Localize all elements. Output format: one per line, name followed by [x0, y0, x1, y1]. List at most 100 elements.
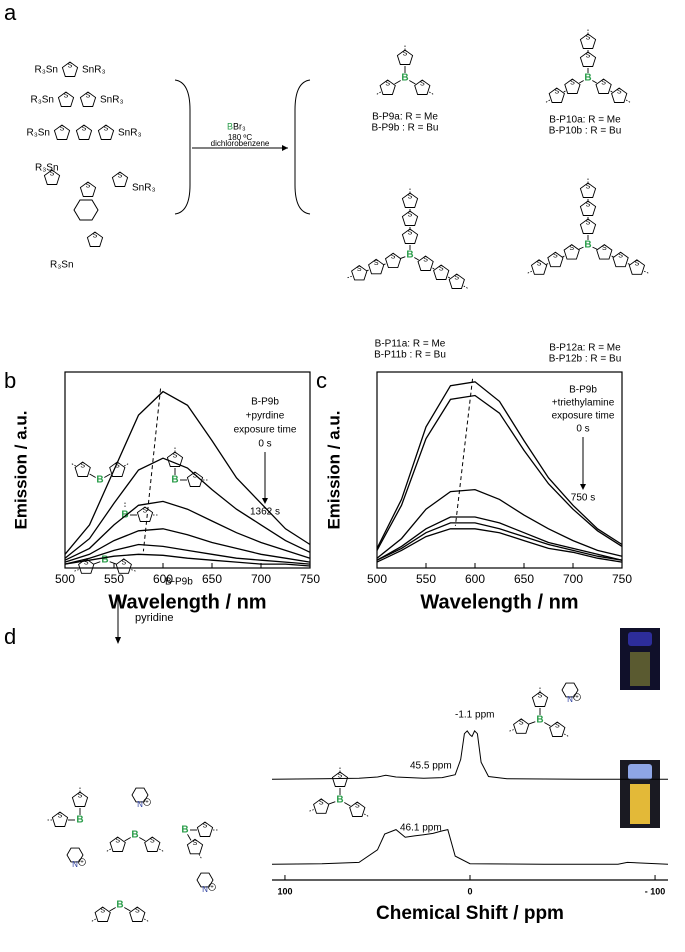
thiophene-ring	[401, 228, 419, 244]
thiophene-ring	[97, 124, 115, 140]
product-label: B-P9a: R = Me	[372, 112, 438, 123]
thiophene-ring	[414, 79, 431, 95]
atom-label: S	[586, 219, 591, 226]
dotted-bond	[375, 91, 381, 96]
atom-label: S	[100, 907, 105, 914]
vial-liquid	[630, 652, 650, 686]
panel-label: b	[4, 368, 16, 393]
thiophene-ring	[564, 78, 581, 94]
thiophene-ring	[51, 811, 69, 827]
atom-label: S	[408, 193, 413, 200]
atom-label: S	[82, 125, 87, 132]
thiophene-ring	[448, 273, 465, 289]
thiophene-ring	[579, 200, 597, 216]
atom-label: S	[150, 837, 155, 844]
bond	[563, 90, 566, 93]
pyridine-ring	[131, 787, 149, 803]
bond	[109, 907, 116, 912]
thiophene-ring	[513, 718, 530, 734]
x-tick-label: 550	[104, 572, 124, 586]
atom-label: S	[385, 80, 390, 87]
reactant-label: R₃Sn	[30, 95, 54, 106]
bond	[394, 80, 401, 85]
thiophene-ring	[57, 91, 75, 107]
bond	[627, 263, 630, 265]
annotation: -1.1 ppm	[455, 710, 494, 721]
bond	[139, 837, 146, 842]
dotted-bond	[124, 462, 130, 467]
x-axis-label: Chemical Shift / ppm	[376, 903, 564, 924]
atom-label: B	[406, 250, 413, 261]
thiophene-ring	[109, 836, 126, 852]
atom-label: S	[408, 229, 413, 236]
pyridine-ring	[66, 847, 84, 863]
thiophene-ring	[530, 259, 548, 275]
bond	[93, 561, 101, 565]
vial-cap	[628, 764, 652, 780]
thiophene-ring	[396, 49, 414, 65]
atom-label: S	[423, 256, 428, 263]
atom-label: S	[68, 62, 73, 69]
atom-label: B	[584, 73, 591, 84]
bond	[592, 246, 598, 250]
thiophene-ring	[75, 124, 93, 140]
annotation: exposure time	[552, 411, 615, 422]
atom-label: S	[121, 559, 126, 566]
atom-label: S	[193, 472, 198, 479]
thiophene-ring	[384, 252, 402, 269]
bond	[414, 257, 419, 261]
x-axis-label: Wavelength / nm	[108, 591, 266, 613]
bond	[562, 255, 565, 258]
atom-label: S	[553, 253, 558, 260]
atom-label: B	[96, 475, 103, 486]
x-tick-label: 500	[55, 572, 75, 586]
thiophene-ring	[351, 264, 368, 281]
product-label: B-P10b : R = Bu	[549, 126, 622, 137]
x-tick-label: 500	[367, 572, 387, 586]
dotted-bond	[364, 813, 370, 818]
reactant-label: R₃Sn	[34, 65, 58, 76]
thiophene-ring	[115, 558, 132, 574]
pyridine-ring	[561, 682, 579, 698]
atom-label: S	[602, 245, 607, 252]
annotation: +pyrdine	[246, 411, 285, 422]
charge: +	[210, 885, 214, 891]
series-line	[64, 500, 311, 561]
thiophene-ring	[43, 169, 61, 185]
atom-label: S	[86, 182, 91, 189]
arrow-head	[580, 484, 586, 490]
charge-circle	[573, 693, 581, 701]
charge: +	[145, 800, 149, 806]
atom-label: S	[391, 254, 396, 261]
x-tick-label: 100	[277, 886, 292, 896]
atom-label: S	[50, 170, 55, 177]
arrow-head	[262, 498, 268, 504]
bond	[579, 80, 584, 84]
atom-label: S	[143, 507, 148, 514]
atom-label: B	[584, 240, 591, 251]
product-label: B-P12b : R = Bu	[549, 354, 622, 365]
panel-label: d	[4, 624, 16, 649]
thiophene-ring	[379, 79, 396, 95]
charge: +	[575, 695, 579, 701]
arrow-head	[282, 145, 288, 151]
vial-cap	[628, 632, 652, 646]
atom-label: S	[586, 34, 591, 41]
dotted-bond	[526, 270, 532, 275]
annotation: B-P9b	[569, 385, 597, 396]
x-tick-label: 550	[416, 572, 436, 586]
bracket	[174, 79, 191, 215]
atom-label: S	[203, 822, 208, 829]
dotted-bond	[144, 918, 150, 923]
dotted-bond	[544, 99, 551, 104]
bond	[409, 80, 416, 85]
atom-label: B	[121, 510, 128, 521]
atom-label: B	[131, 830, 138, 841]
dotted-bond	[90, 918, 96, 923]
atom-label: S	[586, 52, 591, 59]
atom-label: S	[635, 260, 640, 267]
bond	[104, 473, 111, 478]
x-axis-label: Wavelength / nm	[420, 591, 578, 613]
annotation: exposure time	[234, 425, 297, 436]
series-line	[376, 516, 623, 561]
